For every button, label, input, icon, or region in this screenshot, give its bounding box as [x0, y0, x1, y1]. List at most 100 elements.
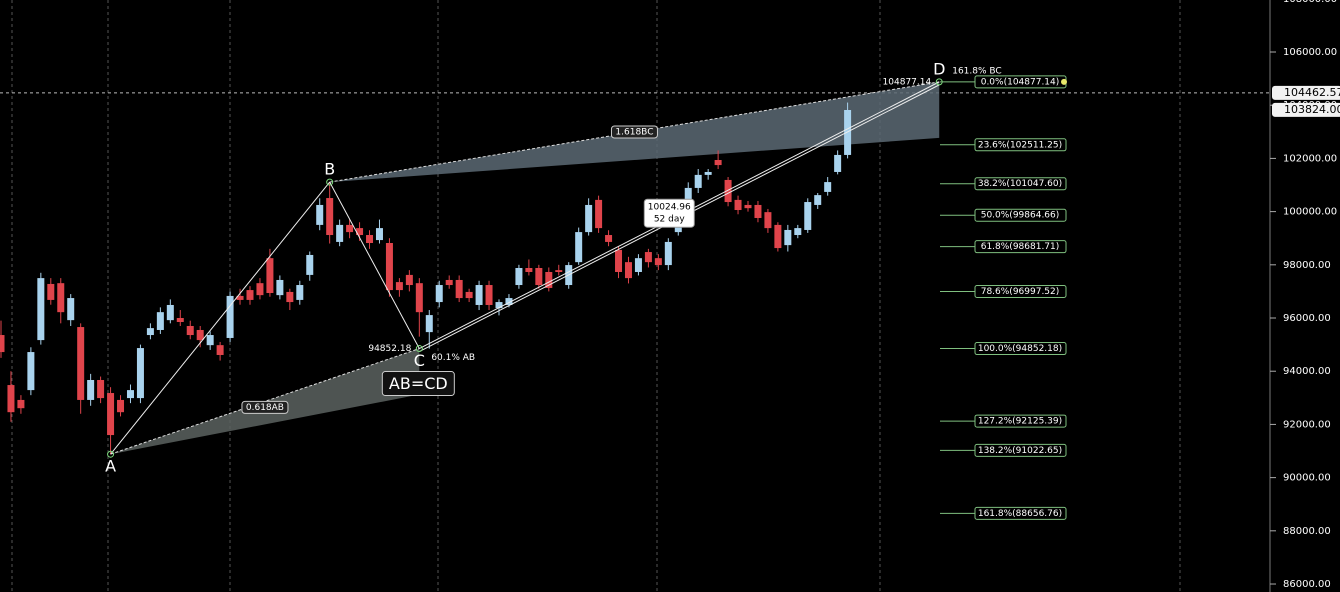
candle-body	[495, 302, 503, 309]
candle-body	[445, 279, 453, 286]
candle-body	[206, 335, 214, 346]
candle-body	[117, 399, 125, 413]
fib-label: 127.2%(92125.39)	[978, 417, 1062, 427]
candle-body	[505, 298, 513, 305]
candle-body	[634, 258, 642, 272]
y-tick-label: 94000.00	[1283, 366, 1331, 377]
candle-body	[385, 242, 393, 291]
candle-body	[336, 224, 344, 242]
pattern-point-label: C	[414, 351, 425, 370]
pattern-point	[107, 450, 115, 458]
fib-box	[974, 506, 1067, 520]
pattern-leg	[329, 181, 420, 349]
c-price: 94852.18	[368, 344, 411, 354]
candle-body	[176, 318, 184, 323]
candle-body	[654, 258, 662, 266]
candle-body	[266, 258, 274, 294]
pattern-point-label: D	[933, 59, 945, 78]
candle-body	[316, 204, 324, 225]
candle-body	[475, 285, 483, 305]
y-tick-label: 88000.00	[1283, 526, 1331, 537]
candle-body	[664, 241, 672, 266]
candle-body	[356, 228, 364, 236]
candle-body	[724, 179, 732, 203]
candle-body	[535, 268, 543, 286]
candle-body	[346, 224, 354, 233]
fib-label: 38.2%(101047.60)	[978, 179, 1062, 189]
y-tick-label: 98000.00	[1283, 260, 1331, 271]
ratio-box	[610, 125, 658, 139]
candle-body	[714, 160, 722, 166]
pattern-point	[326, 178, 334, 186]
candle-body	[744, 204, 752, 209]
candle-body	[824, 182, 832, 192]
bd-line	[329, 81, 940, 183]
candle-body	[375, 228, 383, 241]
candle-body	[734, 199, 742, 211]
candle-body	[77, 327, 85, 400]
pattern-leg	[110, 181, 331, 455]
fib-label: 61.8%(98681.71)	[981, 242, 1060, 252]
price-tag-label: 103824.00	[1284, 103, 1340, 116]
candle-body	[694, 174, 702, 188]
name-box	[381, 371, 455, 397]
candle-body	[435, 285, 443, 303]
candle-body	[306, 254, 314, 275]
candle-body	[834, 154, 842, 172]
ratio-box	[241, 400, 289, 414]
candle-body	[485, 285, 493, 305]
candle-body	[644, 252, 652, 263]
price-tag	[1272, 102, 1340, 117]
fib-box	[974, 208, 1067, 222]
candle-body	[57, 283, 65, 313]
candle-body	[624, 262, 632, 279]
pattern-point	[415, 345, 423, 353]
d-note: 161.8% BC	[952, 66, 1001, 76]
candle-body	[545, 271, 553, 288]
candle-body	[764, 212, 772, 229]
fib-label: 161.8%(88656.76)	[978, 509, 1062, 519]
fib-box	[974, 138, 1067, 152]
candle-body	[0, 335, 5, 353]
candle-body	[754, 204, 762, 218]
candle-body	[97, 379, 105, 399]
d-price: 104877.14	[883, 77, 932, 87]
candle-body	[126, 390, 134, 399]
candle-body	[784, 229, 792, 246]
candle-body	[704, 171, 712, 175]
candle-body	[425, 315, 433, 333]
candle-body	[146, 328, 154, 336]
y-tick-label: 102000.00	[1283, 153, 1337, 164]
move-label: 10024.96	[648, 203, 691, 213]
candle-body	[246, 290, 254, 300]
candle-body	[216, 345, 224, 355]
candle-body	[37, 278, 45, 341]
y-tick-label: 92000.00	[1283, 419, 1331, 430]
y-tick-label: 96000.00	[1283, 313, 1331, 324]
candle-body	[7, 385, 15, 413]
fib-handle	[1061, 78, 1067, 85]
candle-body	[525, 268, 533, 272]
candle-body	[455, 279, 463, 299]
candle-body	[286, 291, 294, 303]
candle-body	[67, 298, 75, 321]
candle-body	[595, 199, 603, 229]
price-tag-label: 104462.57	[1284, 86, 1340, 99]
fib-box	[974, 342, 1067, 356]
fib-label: 138.2%(91022.65)	[978, 446, 1062, 456]
candle-body	[615, 249, 623, 272]
candle-body	[515, 268, 523, 286]
candle-body	[804, 202, 812, 230]
fib-label: 0.0%(104877.14)	[981, 77, 1060, 87]
pattern-name: AB=CD	[389, 374, 448, 393]
price-tag	[1272, 85, 1340, 100]
candle-body	[296, 285, 304, 300]
y-tick-label: 90000.00	[1283, 473, 1331, 484]
candle-body	[17, 399, 25, 409]
candle-body	[136, 348, 144, 399]
candle-body	[405, 274, 413, 286]
fib-box	[974, 414, 1067, 428]
y-tick-label: 108000.00	[1283, 0, 1337, 5]
fib-box	[974, 177, 1067, 191]
candle-body	[794, 228, 802, 236]
